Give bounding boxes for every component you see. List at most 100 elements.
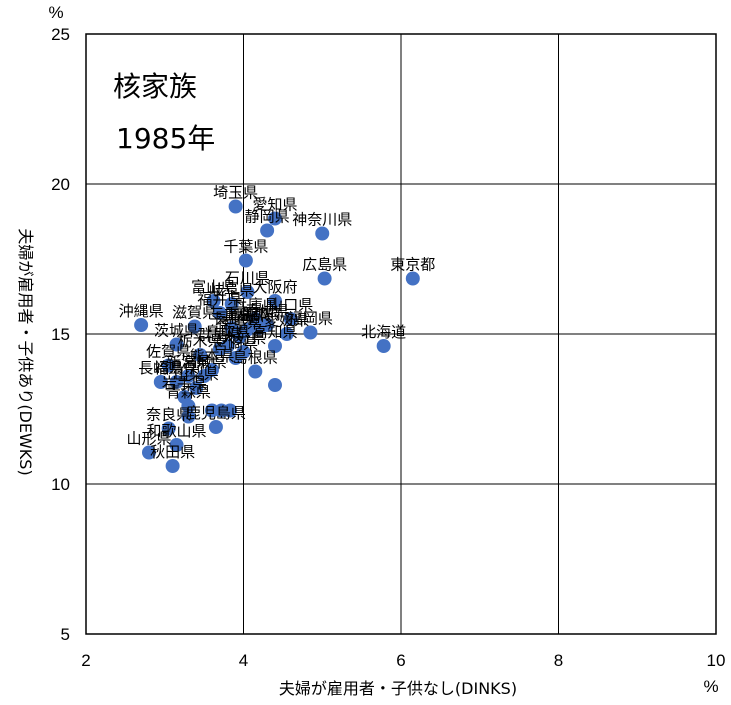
point-label: 京都府 <box>237 305 282 323</box>
chart-title: 核家族 <box>113 70 197 103</box>
point-label: 沖縄県 <box>119 302 164 320</box>
data-point <box>181 409 196 424</box>
data-point <box>197 369 212 383</box>
point-label: 岡山県 <box>225 307 270 325</box>
data-point <box>268 211 282 226</box>
point-label: 埼玉県 <box>213 184 258 202</box>
point-label: 三重県 <box>209 305 254 323</box>
data-point <box>161 358 176 373</box>
point-label: 大阪府 <box>252 278 297 296</box>
point-label: 高知県 <box>252 323 297 341</box>
data-point <box>212 306 227 320</box>
grid-lines <box>86 34 716 634</box>
point-label: 茨城県 <box>154 322 199 340</box>
plot-area-frame <box>85 33 717 635</box>
data-point <box>224 297 239 311</box>
point-label: 群馬県 <box>197 326 242 344</box>
y-axis-unit: % <box>48 3 63 22</box>
point-label: 北海道 <box>361 323 406 341</box>
point-label: 千葉県 <box>223 238 268 256</box>
data-point <box>193 348 208 362</box>
x-tick-label: 4 <box>239 651 248 670</box>
data-point <box>181 399 196 413</box>
x-tick-label: 2 <box>81 651 90 670</box>
data-point <box>189 381 204 395</box>
data-point <box>223 403 238 418</box>
y-tick-label: 15 <box>51 325 70 344</box>
point-label: 山形県 <box>126 430 171 448</box>
data-point <box>240 285 255 299</box>
data-point <box>181 369 196 383</box>
data-point <box>315 226 330 241</box>
data-point <box>405 271 420 286</box>
data-point <box>169 337 184 352</box>
point-label: 福島県 <box>154 359 199 377</box>
y-tick-labels: 5 10 15 20 25 <box>51 25 70 644</box>
point-label: 長野県 <box>213 310 258 328</box>
data-point <box>252 321 267 335</box>
point-label: 広島県 <box>302 256 347 274</box>
point-label: 香川県 <box>245 302 290 320</box>
point-label: 栃木県 <box>178 332 223 350</box>
data-point <box>248 364 263 379</box>
point-label: 奈良県 <box>146 406 191 424</box>
point-label: 神奈川県 <box>292 211 352 229</box>
data-point <box>268 294 282 308</box>
point-label: 東京都 <box>390 256 435 274</box>
data-point <box>376 339 391 353</box>
point-label: 富山県 <box>191 278 236 296</box>
x-tick-label: 6 <box>396 651 405 670</box>
data-point <box>232 330 247 344</box>
point-label: 島根県 <box>233 349 278 367</box>
data-point <box>283 312 298 326</box>
point-label: 愛知県 <box>252 196 297 214</box>
x-axis-unit: % <box>703 677 718 696</box>
point-label: 宮崎県 <box>213 335 258 353</box>
data-point <box>142 445 156 460</box>
y-tick-label: 5 <box>61 625 70 644</box>
point-label: 福井県 <box>197 290 242 308</box>
point-label: 宮城県 <box>182 353 227 371</box>
data-point <box>228 351 243 365</box>
point-label: 静岡県 <box>245 208 290 226</box>
point-label: 石川県 <box>225 269 270 287</box>
data-point <box>206 294 221 308</box>
point-label: 長崎県 <box>138 359 183 377</box>
data-point <box>317 271 332 286</box>
data-point <box>212 342 227 356</box>
point-label: 山口県 <box>268 296 313 314</box>
data-point <box>238 253 253 268</box>
data-point <box>303 325 318 340</box>
data-point <box>279 327 294 341</box>
x-axis-label: 夫婦が雇用者・子供なし(DINKS) <box>279 679 517 698</box>
point-label: 滋賀県 <box>172 304 217 322</box>
x-tick-label: 8 <box>554 651 563 670</box>
x-tick-labels: 2 4 6 8 10 <box>81 651 725 670</box>
data-point <box>260 223 275 238</box>
data-point <box>165 459 180 473</box>
data-point <box>268 378 282 392</box>
data-point <box>268 339 282 353</box>
y-tick-label: 10 <box>51 475 70 494</box>
point-label: 福岡県 <box>288 310 333 328</box>
chart-subtitle: 1985年 <box>116 122 215 155</box>
data-point <box>134 318 149 332</box>
point-label: 青森県 <box>166 383 211 401</box>
data-point <box>228 199 243 214</box>
data-point <box>153 375 168 389</box>
point-label: 岐阜県 <box>209 281 254 299</box>
y-tick-label: 25 <box>51 25 70 44</box>
point-label: 佐賀県 <box>146 343 191 361</box>
data-point <box>208 420 223 434</box>
x-tick-label: 10 <box>707 651 726 670</box>
point-label: 徳島県 <box>217 314 262 332</box>
point-label: 岩手県 <box>162 374 207 392</box>
point-label: 兵庫県 <box>233 296 278 314</box>
point-label: 山梨県 <box>174 365 219 383</box>
point-label: 新潟県 <box>166 353 211 371</box>
data-points <box>134 199 420 473</box>
point-label: 熊本県 <box>189 347 234 365</box>
point-label: 秋田県 <box>150 443 195 461</box>
